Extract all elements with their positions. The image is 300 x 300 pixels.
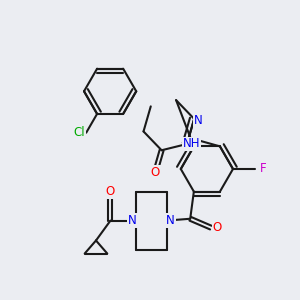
Text: N: N	[166, 214, 175, 227]
Text: N: N	[194, 114, 203, 127]
Text: O: O	[213, 221, 222, 234]
Text: NH: NH	[182, 137, 200, 151]
Text: N: N	[128, 214, 136, 227]
Text: O: O	[106, 185, 115, 198]
Text: O: O	[151, 167, 160, 179]
Text: F: F	[260, 163, 266, 176]
Text: Cl: Cl	[74, 126, 85, 139]
